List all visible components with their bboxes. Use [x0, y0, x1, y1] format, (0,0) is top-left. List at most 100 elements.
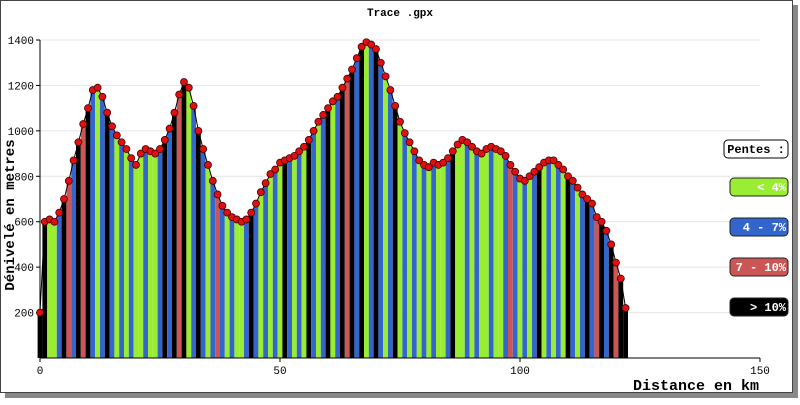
- point: [453, 140, 462, 149]
- slope-bar: [421, 164, 427, 358]
- legend-title: Pentes :: [727, 143, 785, 157]
- point: [333, 92, 342, 101]
- slope-bar: [66, 180, 72, 358]
- point: [160, 136, 169, 144]
- slope-bar: [128, 158, 134, 358]
- y-tick-label: 400: [14, 263, 34, 275]
- x-tick-label: 0: [37, 366, 44, 378]
- slope-bar: [330, 101, 336, 358]
- slope-bar: [536, 167, 542, 358]
- point: [127, 154, 136, 163]
- slope-bar: [253, 203, 259, 358]
- slope-bar: [455, 144, 460, 358]
- slope-bar: [181, 82, 187, 359]
- point: [372, 45, 380, 53]
- slope-bar: [109, 126, 115, 358]
- slope-bar: [527, 176, 532, 358]
- point: [300, 142, 308, 151]
- point: [391, 101, 400, 110]
- slope-bar: [85, 108, 91, 359]
- point: [295, 147, 304, 156]
- slope-bar: [95, 87, 100, 358]
- slope-bar: [114, 135, 120, 358]
- slope-bar: [157, 149, 163, 358]
- point: [304, 136, 313, 144]
- point: [424, 163, 433, 172]
- point: [520, 176, 529, 185]
- point: [93, 83, 102, 92]
- slope-bar: [440, 162, 446, 358]
- slope-bar: [268, 174, 273, 358]
- point: [439, 158, 448, 167]
- y-axis-label: Dénivelé en metres: [3, 139, 19, 290]
- point: [612, 258, 620, 267]
- slope-bar: [258, 192, 264, 358]
- slope-bar: [565, 176, 571, 358]
- point: [597, 217, 606, 226]
- y-tick-label: 600: [14, 218, 34, 230]
- chart-title: Trace .gpx: [367, 8, 433, 20]
- slope-bar: [306, 139, 312, 358]
- point: [256, 188, 265, 197]
- point: [165, 124, 174, 133]
- point: [170, 108, 179, 117]
- slope-bar: [359, 46, 364, 359]
- point: [194, 126, 203, 135]
- point: [386, 86, 395, 94]
- y-tick-label: 1400: [8, 36, 34, 48]
- point: [352, 54, 361, 63]
- point: [261, 179, 270, 188]
- slope-bar: [344, 78, 350, 358]
- y-tick-label: 1000: [8, 127, 34, 139]
- point: [242, 215, 251, 224]
- slope-bar: [248, 212, 254, 358]
- slope-bar: [493, 149, 499, 358]
- slope-bar: [412, 151, 417, 358]
- slope-bar: [479, 153, 484, 358]
- point: [84, 104, 92, 113]
- point: [309, 126, 318, 135]
- slope-bar: [239, 221, 244, 358]
- legend-swatch: [729, 257, 789, 277]
- point: [180, 78, 188, 86]
- slope-bar: [373, 49, 379, 358]
- slope-bar: [608, 244, 614, 358]
- y-tick-label: 1200: [8, 81, 34, 93]
- point: [266, 170, 275, 178]
- slope-bar: [56, 212, 62, 358]
- point: [208, 176, 217, 185]
- slope-bar: [464, 142, 470, 358]
- slope-bar: [349, 69, 355, 359]
- slope-bar: [488, 146, 494, 358]
- point: [511, 167, 520, 176]
- slope-bar: [196, 130, 201, 358]
- legend-swatch: [729, 217, 789, 237]
- slope-bar: [119, 142, 124, 358]
- point: [554, 161, 563, 169]
- point: [328, 97, 337, 106]
- point: [112, 131, 121, 140]
- x-tick-label: 100: [510, 366, 530, 378]
- slope-bar: [172, 112, 177, 358]
- point: [338, 83, 347, 92]
- point: [314, 117, 323, 126]
- slope-bar: [311, 130, 316, 358]
- slope-bar: [292, 155, 297, 358]
- bars: [37, 42, 628, 359]
- slope-bar: [200, 149, 206, 358]
- point: [108, 122, 116, 131]
- slope-bar: [167, 128, 172, 358]
- point: [252, 199, 260, 208]
- point: [271, 165, 280, 174]
- y-tick-label: 800: [14, 172, 34, 184]
- slope-bar: [143, 149, 148, 358]
- slope-bar: [263, 183, 268, 358]
- point: [501, 151, 510, 160]
- legend-label: 4 - 7%: [743, 221, 787, 235]
- point: [602, 226, 611, 235]
- slope-bar: [224, 212, 230, 358]
- point: [568, 176, 577, 185]
- point: [319, 111, 328, 119]
- slope-bar: [469, 146, 475, 358]
- point: [247, 208, 256, 217]
